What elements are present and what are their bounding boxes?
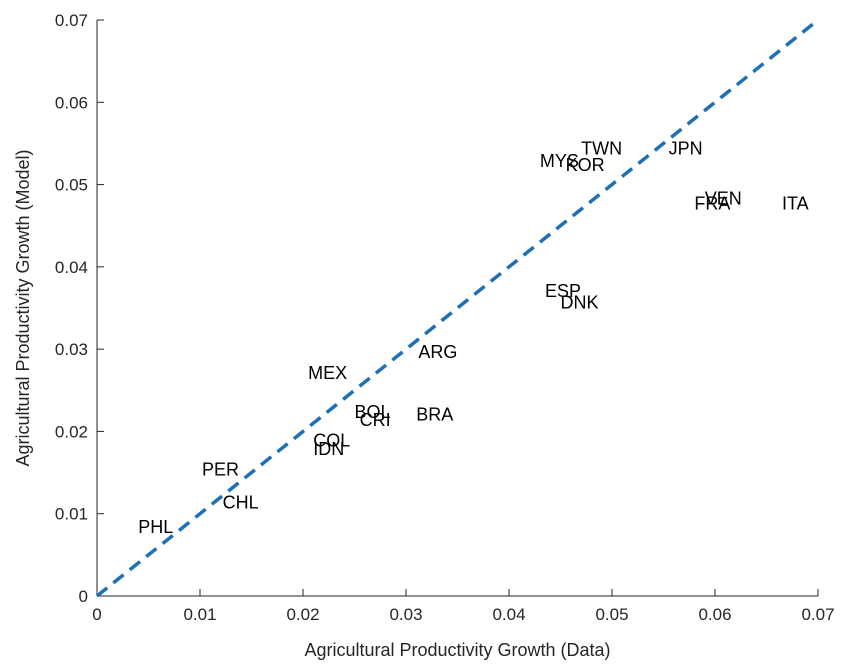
point-label-mex: MEX [308,363,347,383]
x-tick-label: 0.03 [389,605,422,624]
point-label-ven: VEN [705,189,742,209]
y-tick-label: 0.04 [55,258,88,277]
point-label-mys: MYS [540,151,579,171]
point-label-twn: TWN [581,139,622,159]
y-tick-label: 0 [79,587,88,606]
y-tick-label: 0.05 [55,176,88,195]
point-label-bra: BRA [416,404,453,424]
point-label-idn: IDN [313,439,344,459]
point-label-fra: FRA [694,194,730,214]
y-tick-label: 0.06 [55,93,88,112]
reference-line-layer [95,18,820,598]
x-tick-label: 0 [92,605,101,624]
x-tick-label: 0.07 [801,605,834,624]
reference-line-45-degree [95,18,820,598]
point-label-bol: BOL [355,402,391,422]
point-label-phl: PHL [138,517,173,537]
point-label-per: PER [202,459,239,479]
point-label-cri: CRI [360,410,391,430]
point-label-esp: ESP [545,281,581,301]
x-tick-label: 0.06 [698,605,731,624]
point-label-col: COL [313,431,350,451]
x-tick-label: 0.02 [286,605,319,624]
y-tick-label: 0.02 [55,422,88,441]
y-tick-label: 0.07 [55,11,88,30]
x-axis-label: Agricultural Productivity Growth (Data) [304,640,610,660]
y-tick-label: 0.01 [55,505,88,524]
point-label-kor: KOR [566,155,605,175]
x-tick-label: 0.04 [492,605,525,624]
point-label-ita: ITA [782,194,809,214]
point-label-dnk: DNK [561,292,599,312]
y-tick-label: 0.03 [55,340,88,359]
y-axis-label: Agricultural Productivity Growth (Model) [13,149,33,466]
point-label-jpn: JPN [669,139,703,159]
point-label-arg: ARG [418,342,457,362]
axes: 0 0.01 0.02 0.03 0.04 0.05 0.06 0.07 0 0.01 0.02 0.… [55,11,835,624]
x-tick-label: 0.01 [183,605,216,624]
point-label-chl: CHL [223,492,259,512]
x-tick-label: 0.05 [595,605,628,624]
